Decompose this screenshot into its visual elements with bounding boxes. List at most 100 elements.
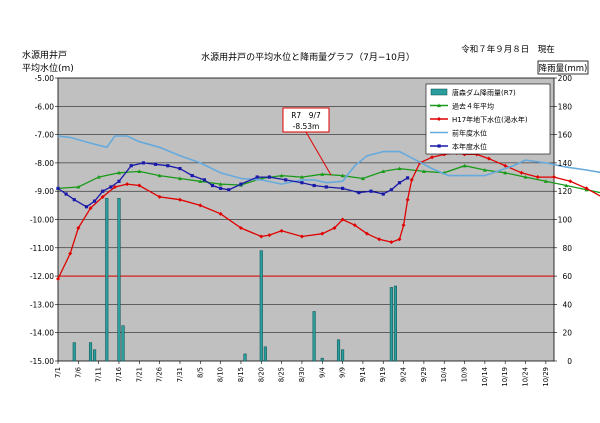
rainfall-bar	[72, 342, 76, 362]
callout-box	[282, 107, 330, 133]
series-point-4	[56, 186, 60, 190]
series-point-1	[482, 167, 487, 172]
series-point-2	[320, 231, 325, 236]
series-point-4	[72, 198, 76, 202]
series-point-4	[92, 199, 97, 203]
series-point-2	[405, 197, 410, 202]
legend-label: 本年度水位	[452, 142, 487, 151]
chart-title: 水源用井戸の平均水位と降雨量グラフ（7月−10月）	[201, 51, 415, 63]
x-tick-label: 10/19	[501, 367, 509, 387]
callout-value: -8.53m	[293, 122, 320, 131]
series-point-1	[218, 182, 223, 186]
x-tick-label: 7/1	[54, 367, 62, 378]
series-point-4	[255, 175, 259, 179]
series-point-4	[357, 191, 361, 195]
series-point-2	[552, 175, 556, 180]
series-point-2	[218, 211, 223, 216]
series-point-4	[166, 164, 170, 168]
y2-tick-label: 140	[558, 159, 573, 168]
series-point-1	[523, 175, 528, 179]
x-tick-label: 9/14	[359, 367, 367, 382]
callout-pointer	[305, 131, 332, 176]
series-point-2	[68, 251, 73, 256]
right-axis-title-box	[537, 60, 589, 75]
series-point-4	[64, 192, 68, 196]
series-point-1	[198, 179, 203, 183]
right-axis-title: 降雨量(mm)	[539, 63, 588, 74]
x-tick-label: 7/16	[115, 367, 123, 382]
series-point-2	[503, 163, 508, 168]
series-point-4	[369, 189, 373, 193]
series-point-4	[202, 178, 206, 182]
y-tick-label: -5.00	[35, 74, 55, 83]
series-point-4	[389, 188, 393, 192]
series-point-2	[177, 197, 182, 202]
y-tick-label: -7.00	[35, 131, 55, 140]
legend-label: 前年度水位	[452, 129, 487, 138]
legend-marker	[437, 144, 441, 148]
legend-label: 唐森ダム降雨量(R7)	[452, 88, 516, 97]
rainfall-bar	[263, 346, 267, 362]
rainfall-bar	[341, 349, 345, 362]
y-tick-label: -13.00	[30, 300, 54, 309]
left-axis-title-line1: 水源用井戸	[22, 49, 67, 61]
series-point-4	[190, 174, 194, 178]
y-tick-label: -6.00	[35, 102, 55, 111]
x-tick-label: 8/15	[237, 367, 245, 382]
series-point-1	[543, 179, 548, 183]
y2-tick-label: 100	[558, 216, 573, 225]
series-point-2	[397, 237, 402, 242]
series-point-2	[76, 225, 81, 230]
x-tick-label: 7/26	[156, 367, 164, 382]
y-tick-label: -11.00	[30, 244, 54, 253]
series-point-2	[401, 223, 406, 228]
y2-tick-label: 160	[558, 131, 573, 140]
series-point-2	[377, 237, 382, 242]
x-tick-label: 8/5	[196, 367, 204, 378]
series-point-1	[462, 163, 467, 168]
series-point-2	[409, 177, 414, 182]
series-point-2	[332, 225, 337, 230]
series-point-2	[389, 240, 394, 245]
rainfall-bar	[88, 342, 93, 362]
x-tick-label: 8/25	[278, 367, 286, 382]
series-point-2	[112, 184, 117, 189]
rainfall-bar	[93, 349, 97, 362]
series-point-4	[117, 179, 121, 183]
x-tick-label: 9/9	[339, 367, 347, 378]
series-point-4	[397, 181, 402, 185]
series-line-3	[57, 135, 600, 185]
x-tick-label: 7/31	[176, 367, 184, 382]
series-point-4	[381, 192, 385, 196]
x-tick-label: 7/6	[74, 367, 82, 378]
y2-tick-label: 200	[558, 74, 573, 83]
series-point-2	[568, 179, 573, 184]
series-point-2	[125, 182, 130, 187]
series-point-1	[397, 166, 402, 171]
series-point-1	[421, 169, 426, 173]
series-point-2	[259, 234, 264, 239]
series-point-1	[177, 176, 182, 181]
gridlines	[58, 106, 554, 333]
rainfall-bar	[259, 250, 263, 362]
series-point-4	[141, 161, 145, 165]
y2-tick-label: 60	[562, 272, 572, 281]
rainfall-bar	[243, 353, 247, 362]
series-point-2	[279, 228, 284, 233]
series-point-1	[76, 184, 81, 189]
series-point-1	[299, 175, 304, 179]
legend-label: 過去４年平均	[452, 102, 494, 111]
x-tick-label: 8/20	[257, 367, 265, 382]
rainfall-bar	[312, 311, 316, 362]
legend-label: H17年地下水位(渇水年)	[452, 115, 528, 124]
series-point-2	[299, 234, 304, 239]
callout: R7 9/7 -8.53m	[282, 107, 332, 176]
x-tick-label: 10/24	[522, 367, 530, 387]
series-point-1	[320, 172, 325, 176]
series-point-2	[157, 194, 162, 199]
rainfall-bar	[336, 339, 341, 362]
as-of-date: 令和７年９月８日 現在	[461, 44, 555, 55]
x-tick-label: 10/4	[440, 367, 448, 382]
series-point-1	[340, 173, 345, 178]
